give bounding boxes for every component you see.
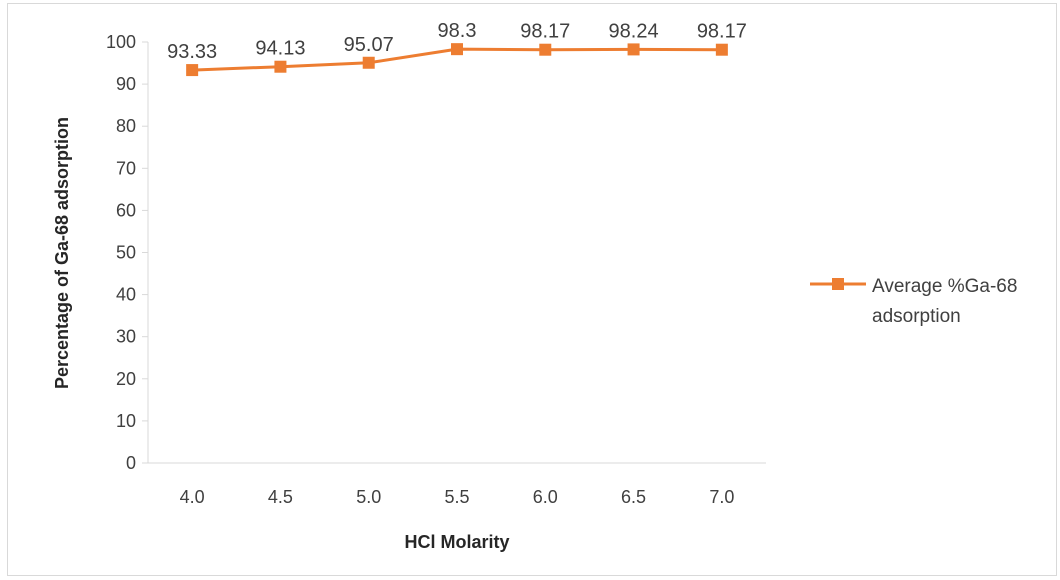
legend-series-marker [832, 278, 844, 290]
x-tick-label: 7.0 [709, 487, 734, 507]
data-point-marker [274, 60, 287, 73]
data-value-label: 98.17 [697, 21, 747, 43]
legend-label-line-2: adsorption [872, 306, 961, 327]
x-tick-label: 4.0 [180, 487, 205, 507]
x-tick-label: 6.0 [533, 487, 558, 507]
y-tick-label: 60 [116, 200, 136, 220]
y-tick-label: 70 [116, 158, 136, 178]
y-tick-label: 50 [116, 243, 136, 263]
data-point-marker [627, 43, 640, 56]
x-axis-title: HCl Molarity [404, 532, 509, 552]
y-tick-label: 10 [116, 411, 136, 431]
data-value-label: 98.3 [438, 20, 477, 42]
y-axis: 0 10 20 30 40 50 60 70 80 90 100 [106, 32, 149, 473]
data-labels: 93.33 94.13 95.07 98.3 98.17 98.24 98.17 [167, 20, 747, 63]
data-point-marker [715, 43, 728, 56]
data-point-marker [451, 43, 463, 56]
data-point-marker [539, 43, 552, 56]
x-axis: 4.0 4.5 5.0 5.5 6.0 6.5 7.0 [148, 462, 766, 507]
data-point-marker [186, 64, 199, 77]
data-value-label: 95.07 [344, 34, 394, 56]
data-point-marker [362, 56, 375, 69]
series-layer [186, 43, 728, 77]
x-tick-label: 5.5 [444, 487, 469, 507]
y-tick-label: 30 [116, 327, 136, 347]
y-tick-label: 80 [116, 116, 136, 136]
y-tick-label: 90 [116, 74, 136, 94]
data-value-label: 94.13 [255, 38, 305, 60]
y-tick-label: 0 [126, 453, 136, 473]
legend: Average %Ga-68 adsorption [810, 276, 1017, 327]
y-tick-label: 40 [116, 285, 136, 305]
y-tick-label: 100 [106, 32, 136, 52]
x-tick-label: 6.5 [621, 487, 646, 507]
data-value-label: 98.24 [609, 20, 659, 42]
y-axis-title: Percentage of Ga-68 adsorption [52, 117, 72, 389]
data-value-label: 93.33 [167, 41, 217, 63]
data-value-label: 98.17 [520, 21, 570, 43]
chart-frame [7, 3, 1057, 576]
x-tick-label: 5.0 [356, 487, 381, 507]
legend-label-line-1: Average %Ga-68 [872, 276, 1017, 297]
x-tick-label: 4.5 [268, 487, 293, 507]
y-tick-label: 20 [116, 369, 136, 389]
